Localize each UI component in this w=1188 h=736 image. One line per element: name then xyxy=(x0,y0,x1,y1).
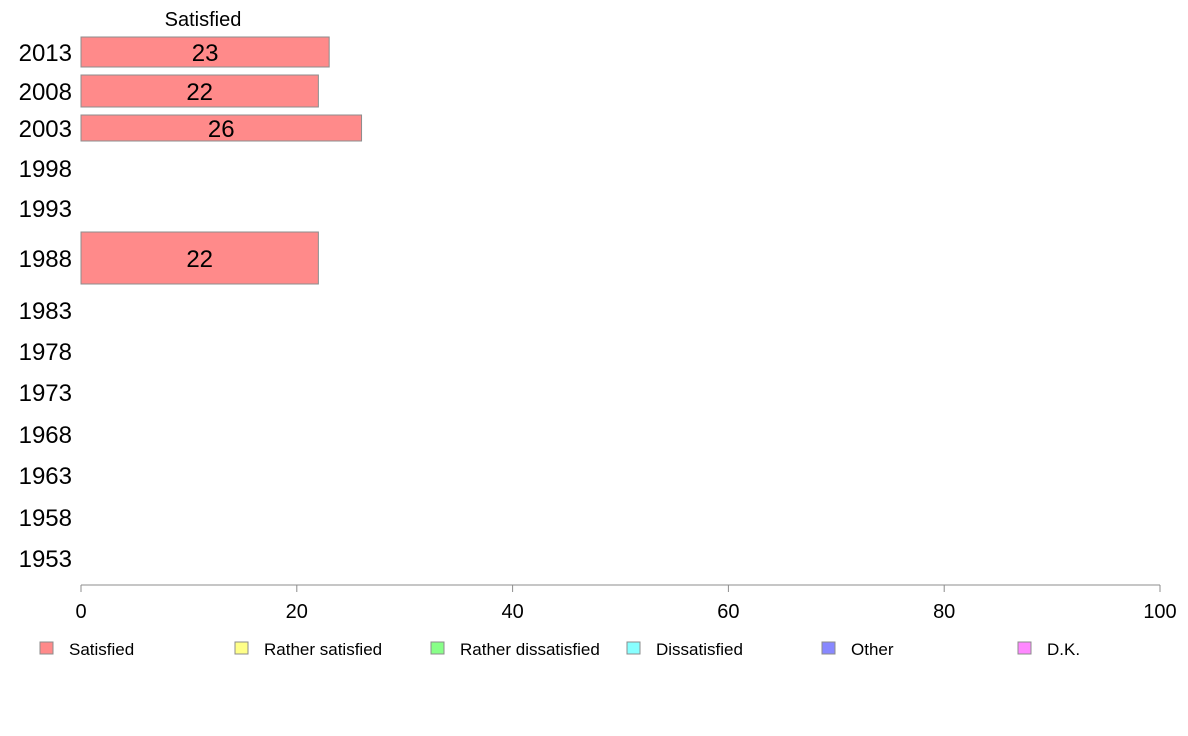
year-label: 1963 xyxy=(19,463,72,490)
year-label: 1958 xyxy=(19,505,72,532)
year-label: 1988 xyxy=(19,246,72,273)
legend-label: Dissatisfied xyxy=(656,640,743,659)
legend-label: D.K. xyxy=(1047,640,1080,659)
legend: Satisfied Rather satisfied Rather dissatis… xyxy=(39,640,1080,659)
year-label: 2008 xyxy=(19,79,72,106)
series-headers: Satisfied xyxy=(165,9,242,31)
legend-label: Rather satisfied xyxy=(264,640,382,659)
bar-value-label: 26 xyxy=(208,116,235,143)
x-tick-label: 100 xyxy=(1143,601,1176,623)
legend-swatch xyxy=(39,641,54,655)
series-header: Satisfied xyxy=(165,9,242,31)
bar xyxy=(80,74,319,108)
legend-label: Satisfied xyxy=(69,640,134,659)
x-tick-label: 60 xyxy=(717,601,739,623)
year-label: 1953 xyxy=(19,546,72,573)
bar-value-label: 22 xyxy=(186,79,213,106)
x-tick-label: 0 xyxy=(75,601,86,623)
legend-swatch xyxy=(234,641,249,655)
bar xyxy=(80,231,319,285)
bar-value-label: 22 xyxy=(186,246,213,273)
year-label: 1993 xyxy=(19,196,72,223)
year-label: 2003 xyxy=(19,116,72,143)
bar xyxy=(80,36,330,68)
x-tick-label: 80 xyxy=(933,601,955,623)
legend-swatch xyxy=(626,641,641,655)
legend-swatch xyxy=(1017,641,1032,655)
x-axis: 0 20 40 60 80 100 xyxy=(75,584,1177,623)
year-label: 1978 xyxy=(19,339,72,366)
year-label: 1968 xyxy=(19,422,72,449)
x-tick-label: 40 xyxy=(501,601,523,623)
bars: 23 22 26 22 xyxy=(80,36,363,285)
x-tick-label: 20 xyxy=(286,601,308,623)
year-label: 2013 xyxy=(19,40,72,67)
year-label: 1983 xyxy=(19,298,72,325)
legend-swatch xyxy=(430,641,445,655)
year-labels: 2013 2008 2003 1998 1993 1988 1983 1978 1973 1968… xyxy=(19,40,72,573)
bar xyxy=(80,114,363,142)
year-label: 1998 xyxy=(19,156,72,183)
legend-label: Rather dissatisfied xyxy=(460,640,600,659)
legend-swatch xyxy=(821,641,836,655)
bar-value-label: 23 xyxy=(192,40,219,67)
year-label: 1973 xyxy=(19,380,72,407)
legend-label: Other xyxy=(851,640,894,659)
